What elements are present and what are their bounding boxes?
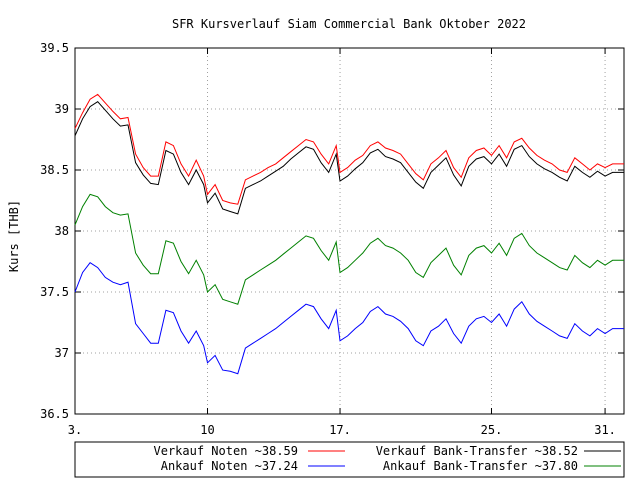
axes: 36.5 37 37.5 38 38.5 39 39.5 3. 10 17. 25. 31.	[40, 41, 625, 437]
x-tick-label: 10	[200, 423, 214, 437]
legend-label: Ankauf Bank-Transfer ~37.80	[383, 459, 578, 473]
y-axis-label: Kurs [THB]	[7, 200, 21, 272]
legend-box	[74, 441, 625, 478]
series-line	[74, 262, 624, 375]
series-line	[74, 93, 624, 205]
y-tick-label: 37	[55, 346, 69, 360]
grid	[75, 48, 624, 414]
legend-label: Ankauf Noten ~37.24	[161, 459, 298, 473]
y-tick-label: 39.5	[40, 41, 69, 55]
y-tick-label: 37.5	[40, 285, 69, 299]
x-tick-label: 31.	[594, 423, 616, 437]
y-tick-label: 38	[55, 224, 69, 238]
x-tick-label: 17.	[329, 423, 351, 437]
chart-title: SFR Kursverlauf Siam Commercial Bank Okt…	[172, 17, 526, 31]
series-line	[74, 193, 624, 305]
y-tick-label: 38.5	[40, 163, 69, 177]
legend-label: Verkauf Bank-Transfer ~38.52	[376, 444, 578, 458]
legend-label: Verkauf Noten ~38.59	[154, 444, 299, 458]
series-line	[74, 101, 624, 215]
series-lines	[74, 93, 624, 375]
x-tick-label: 3.	[68, 423, 82, 437]
plot-frame	[74, 47, 625, 415]
x-tick-label: 25.	[481, 423, 503, 437]
y-tick-label: 36.5	[40, 407, 69, 421]
y-tick-label: 39	[55, 102, 69, 116]
